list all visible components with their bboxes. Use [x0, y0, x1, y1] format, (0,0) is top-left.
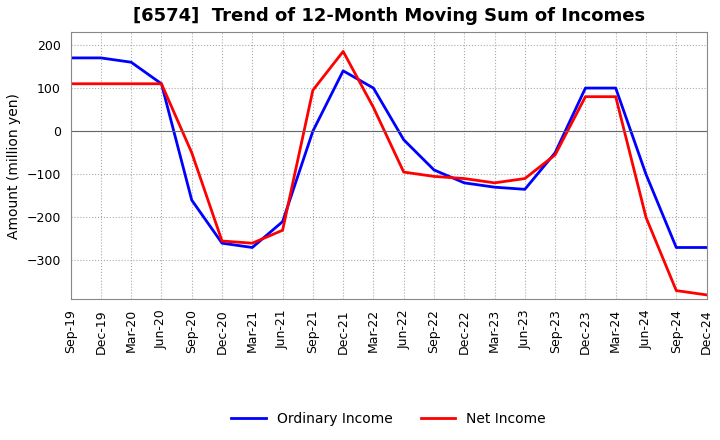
Net Income	[339, 49, 348, 54]
Net Income	[309, 88, 318, 93]
Title: [6574]  Trend of 12-Month Moving Sum of Incomes: [6574] Trend of 12-Month Moving Sum of I…	[132, 7, 644, 25]
Ordinary Income	[702, 245, 711, 250]
Net Income	[217, 238, 226, 244]
Ordinary Income	[642, 172, 650, 177]
Ordinary Income	[581, 85, 590, 91]
Ordinary Income	[309, 128, 318, 134]
Ordinary Income	[217, 241, 226, 246]
Net Income	[430, 174, 438, 179]
Line: Ordinary Income: Ordinary Income	[71, 58, 706, 247]
Ordinary Income	[127, 59, 135, 65]
Net Income	[187, 150, 196, 155]
Legend: Ordinary Income, Net Income: Ordinary Income, Net Income	[225, 406, 552, 431]
Ordinary Income	[460, 180, 469, 186]
Ordinary Income	[278, 219, 287, 224]
Net Income	[611, 94, 620, 99]
Ordinary Income	[66, 55, 75, 61]
Ordinary Income	[490, 184, 499, 190]
Net Income	[157, 81, 166, 86]
Net Income	[96, 81, 105, 86]
Net Income	[400, 169, 408, 175]
Ordinary Income	[400, 137, 408, 143]
Ordinary Income	[430, 167, 438, 172]
Ordinary Income	[551, 150, 559, 155]
Line: Net Income: Net Income	[71, 51, 706, 295]
Y-axis label: Amount (million yen): Amount (million yen)	[7, 93, 21, 238]
Net Income	[642, 215, 650, 220]
Net Income	[551, 152, 559, 158]
Net Income	[248, 241, 256, 246]
Ordinary Income	[672, 245, 680, 250]
Net Income	[521, 176, 529, 181]
Ordinary Income	[369, 85, 378, 91]
Net Income	[369, 105, 378, 110]
Ordinary Income	[611, 85, 620, 91]
Net Income	[581, 94, 590, 99]
Net Income	[460, 176, 469, 181]
Ordinary Income	[248, 245, 256, 250]
Ordinary Income	[96, 55, 105, 61]
Net Income	[490, 180, 499, 186]
Net Income	[702, 292, 711, 297]
Net Income	[127, 81, 135, 86]
Ordinary Income	[187, 198, 196, 203]
Net Income	[278, 227, 287, 233]
Ordinary Income	[339, 68, 348, 73]
Ordinary Income	[521, 187, 529, 192]
Ordinary Income	[157, 81, 166, 86]
Net Income	[672, 288, 680, 293]
Net Income	[66, 81, 75, 86]
